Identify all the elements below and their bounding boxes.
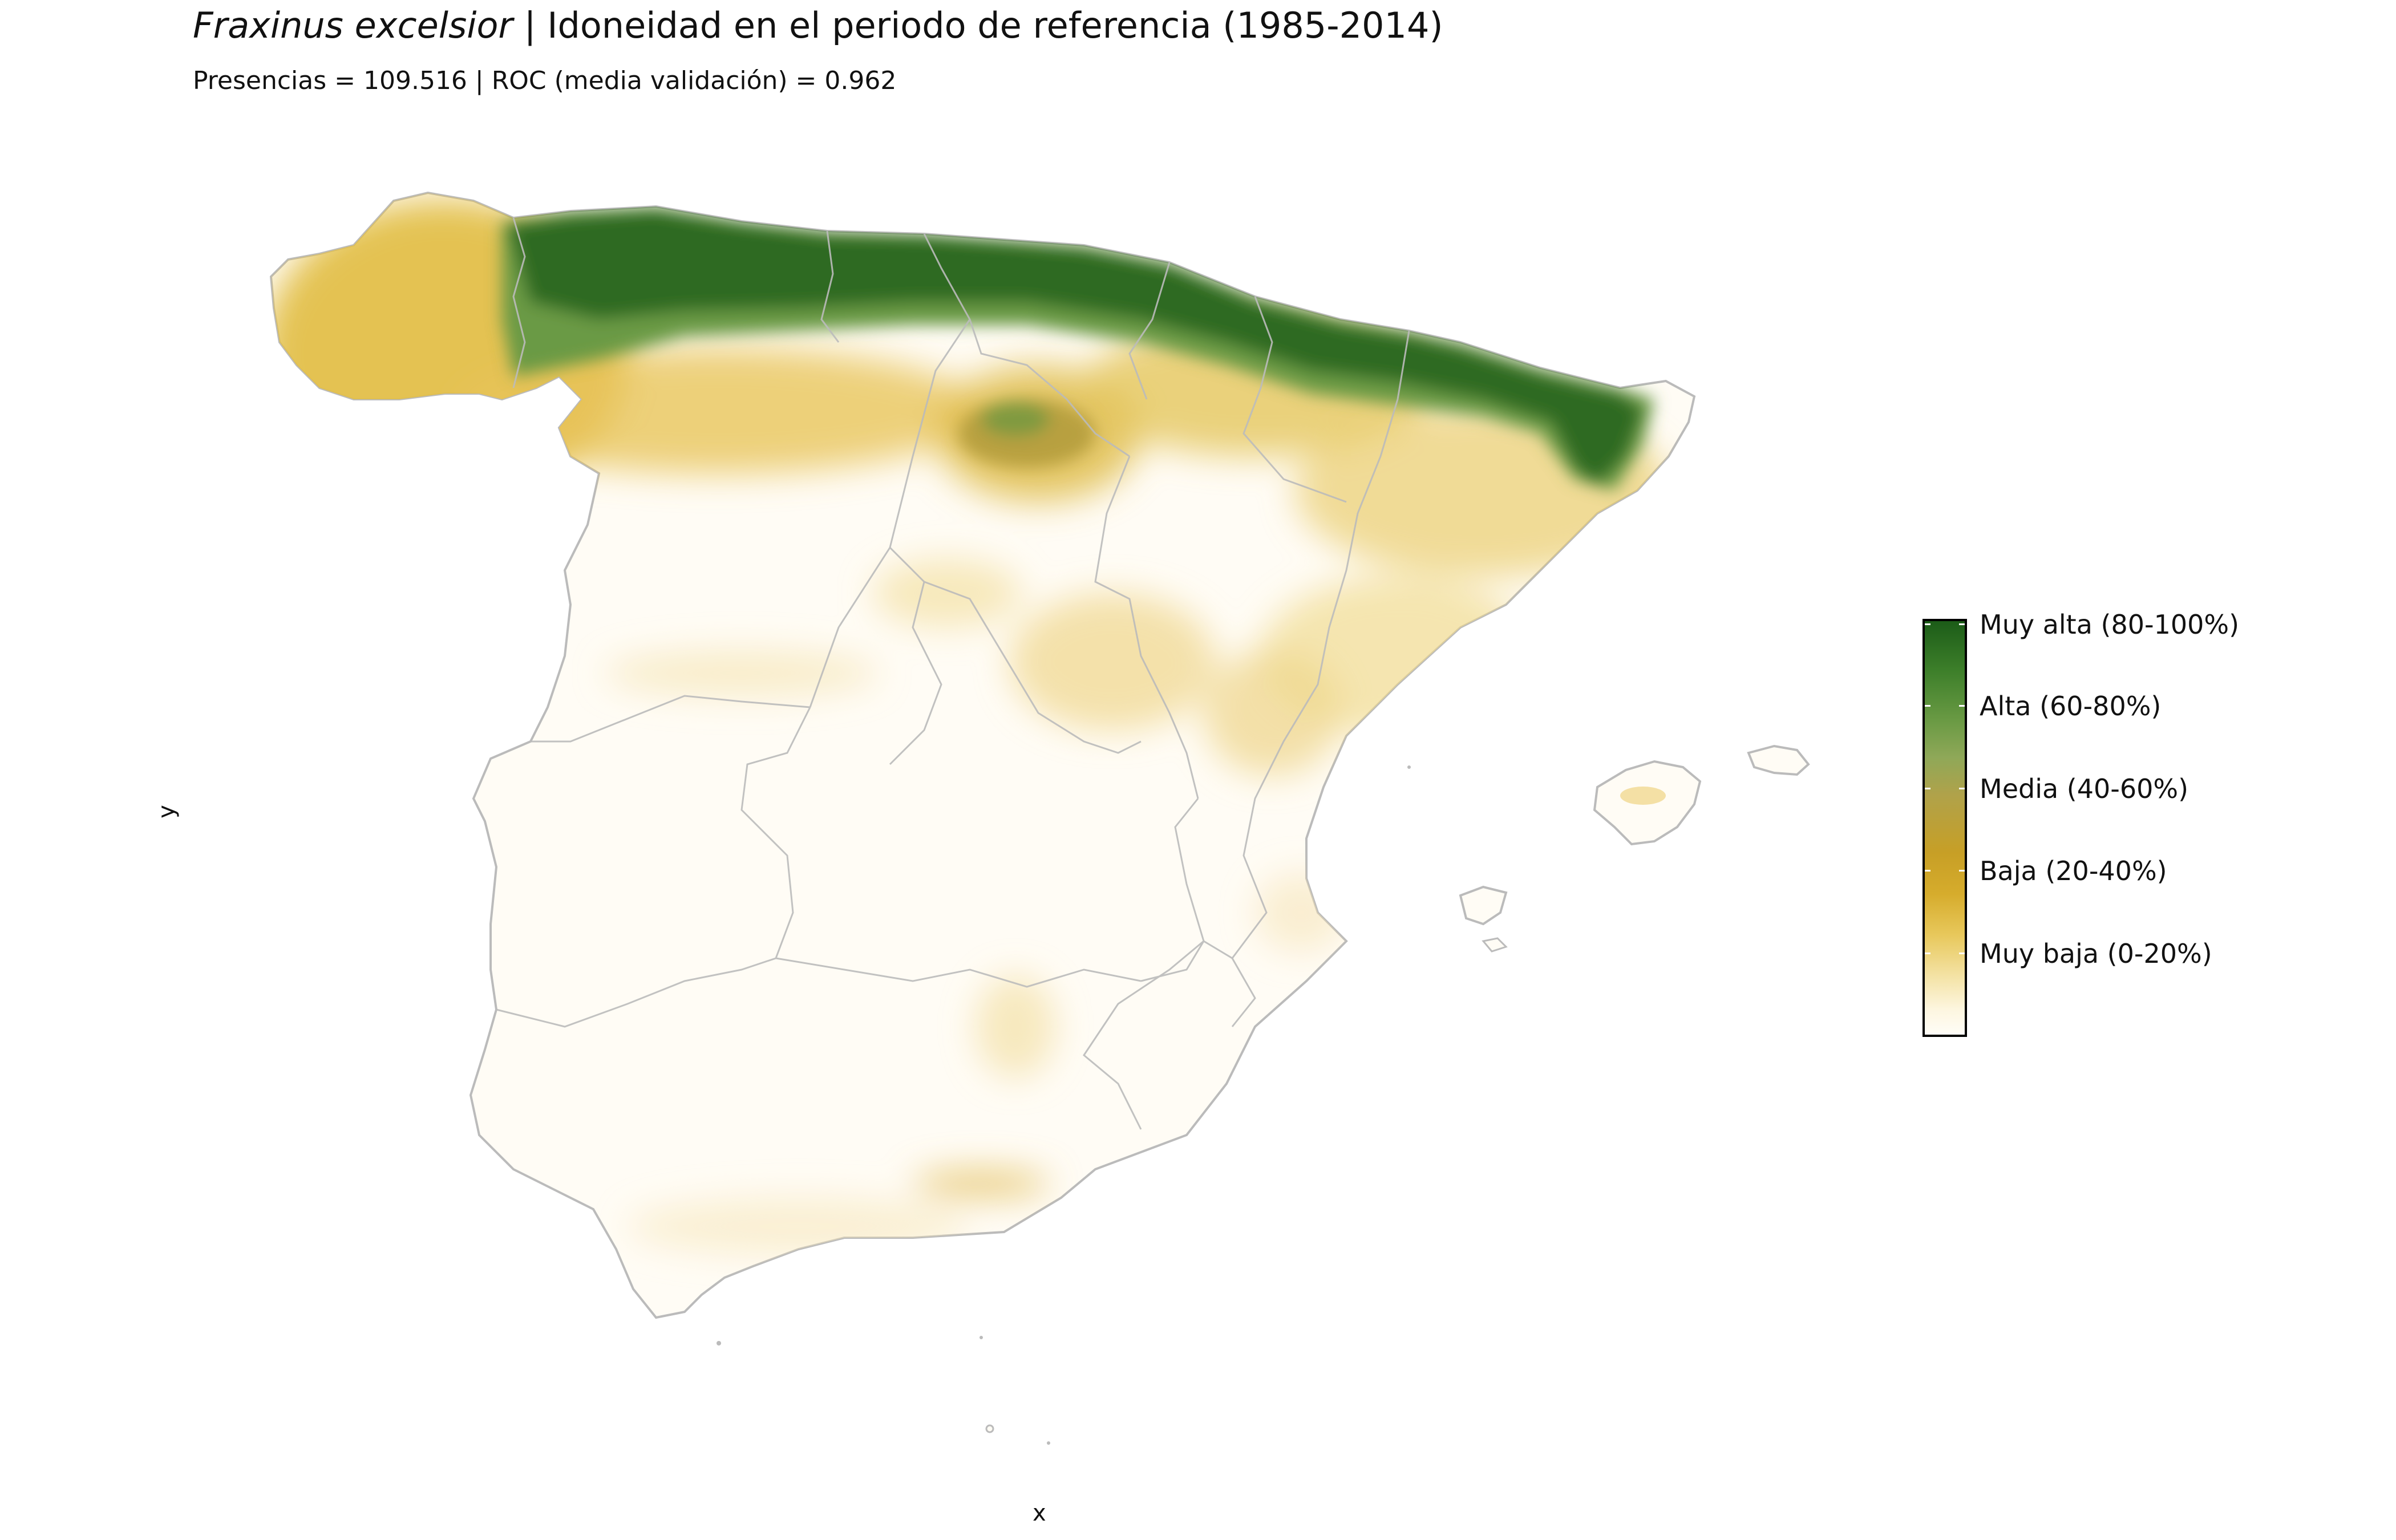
legend-tick bbox=[1959, 623, 1965, 625]
legend-colorbar bbox=[1923, 619, 1967, 1037]
regional-boundaries bbox=[496, 217, 1410, 1130]
formentera bbox=[1482, 937, 1508, 953]
x-axis-label: x bbox=[1033, 1500, 1046, 1526]
balearic-islands bbox=[1459, 744, 1810, 953]
legend-label-low: Baja (20-40%) bbox=[1980, 856, 2167, 886]
legend-tick bbox=[1959, 705, 1965, 707]
legend-label-very-high: Muy alta (80-100%) bbox=[1980, 609, 2240, 640]
islet bbox=[1407, 765, 1411, 769]
legend-label-medium: Media (40-60%) bbox=[1980, 773, 2189, 804]
legend-tick bbox=[1959, 788, 1965, 789]
legend-tick bbox=[1959, 953, 1965, 954]
legend-label-high: Alta (60-80%) bbox=[1980, 691, 2162, 722]
ibiza bbox=[1459, 885, 1508, 926]
legend-tick bbox=[1925, 788, 1930, 789]
map-title: Fraxinus excelsior | Idoneidad en el per… bbox=[193, 5, 1443, 46]
menorca bbox=[1747, 744, 1810, 776]
alboran-island bbox=[985, 1424, 994, 1433]
y-axis-label: y bbox=[153, 805, 180, 818]
legend-tick bbox=[1959, 870, 1965, 872]
legend-tick bbox=[1925, 953, 1930, 954]
islet bbox=[980, 1336, 983, 1339]
legend-tick bbox=[1925, 623, 1930, 625]
map-subtitle: Presencias = 109.516 | ROC (media valida… bbox=[193, 66, 897, 95]
legend-tick bbox=[1925, 705, 1930, 707]
title-rest: | Idoneidad en el periodo de referencia … bbox=[512, 5, 1443, 46]
legend: Muy alta (80-100%) Alta (60-80%) Media (… bbox=[1923, 609, 2322, 1041]
legend-tick bbox=[1925, 870, 1930, 872]
islet bbox=[717, 1341, 721, 1346]
species-name: Fraxinus excelsior bbox=[193, 5, 513, 46]
legend-label-very-low: Muy baja (0-20%) bbox=[1980, 938, 2212, 969]
islet bbox=[1047, 1441, 1050, 1445]
